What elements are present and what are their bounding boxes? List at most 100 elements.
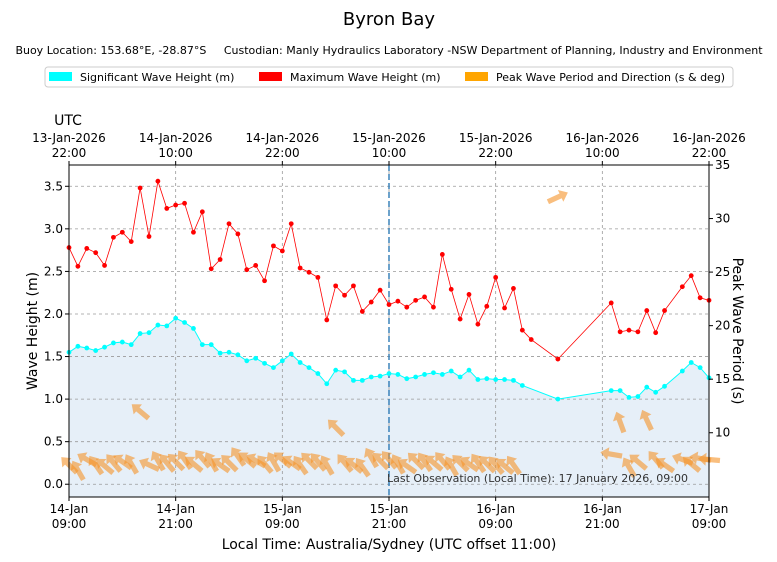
period-arrow bbox=[488, 456, 505, 475]
period-arrow bbox=[266, 452, 282, 473]
hmax-point bbox=[119, 229, 125, 235]
period-arrow-shape bbox=[506, 455, 522, 476]
hmax-point bbox=[164, 206, 170, 211]
period-arrow bbox=[397, 458, 418, 475]
period-arrow bbox=[600, 447, 623, 461]
legend-swatch-hs bbox=[49, 72, 72, 81]
period-arrow bbox=[372, 452, 390, 471]
y-tick-label: 1.0 bbox=[44, 392, 63, 406]
period-arrow bbox=[139, 457, 161, 472]
hs-point bbox=[262, 360, 267, 366]
x-top-tick-label-time: 10:00 bbox=[372, 146, 407, 160]
period-arrow bbox=[113, 454, 133, 471]
period-arrow-shape bbox=[655, 457, 676, 474]
hs-point bbox=[351, 377, 356, 383]
legend-label-hs: Significant Wave Height (m) bbox=[80, 71, 234, 84]
hmax-point bbox=[244, 267, 250, 273]
x-top-tick-label-date: 16-Jan-2026 bbox=[566, 131, 640, 145]
period-arrow bbox=[319, 455, 335, 476]
hs-point bbox=[119, 339, 125, 345]
period-arrow-shape bbox=[131, 404, 151, 421]
hs-point bbox=[439, 372, 445, 377]
hmax-point bbox=[395, 298, 401, 304]
chart-subtitle: Buoy Location: 153.68°E, -28.87°S Custod… bbox=[15, 44, 763, 57]
period-arrow bbox=[230, 447, 247, 467]
x-top-tick-label-date: 13-Jan-2026 bbox=[32, 131, 106, 145]
hmax-point bbox=[466, 291, 472, 297]
x-tick-label-time: 09:00 bbox=[692, 517, 727, 531]
period-arrow bbox=[159, 454, 176, 473]
hs-point bbox=[386, 371, 392, 376]
period-arrow-shape bbox=[407, 452, 426, 471]
hs-point bbox=[137, 331, 143, 336]
period-arrow bbox=[390, 454, 406, 475]
period-arrow bbox=[452, 454, 470, 473]
period-arrow-shape bbox=[452, 454, 470, 473]
period-arrow-shape bbox=[139, 457, 161, 472]
period-arrow-shape bbox=[61, 457, 79, 475]
hs-point bbox=[102, 344, 107, 350]
period-arrow-shape bbox=[488, 456, 505, 475]
hmax-point bbox=[84, 246, 90, 251]
hmax-point bbox=[271, 243, 276, 249]
hs-point bbox=[306, 365, 312, 371]
period-arrow bbox=[327, 419, 346, 438]
legend: Significant Wave Height (m) Maximum Wave… bbox=[44, 66, 734, 88]
y-axis-label-right: Peak Wave Period (s) bbox=[729, 258, 745, 405]
hmax-point bbox=[617, 329, 623, 335]
y-right-tick-label: 15 bbox=[715, 372, 730, 386]
period-arrow-shape bbox=[372, 452, 390, 471]
period-arrow-shape bbox=[185, 456, 204, 473]
hs-point bbox=[75, 343, 81, 349]
hs-point bbox=[208, 342, 214, 348]
hmax-point bbox=[75, 263, 81, 269]
hmax-point bbox=[306, 269, 312, 275]
period-arrow-shape bbox=[96, 458, 115, 476]
period-arrow bbox=[639, 409, 654, 431]
hmax-point bbox=[644, 308, 650, 313]
period-arrow-shape bbox=[327, 419, 346, 438]
x-tick-label-date: 16-Jan bbox=[476, 502, 515, 516]
hs-point bbox=[644, 384, 650, 390]
period-arrow-shape bbox=[629, 454, 648, 471]
period-arrow bbox=[221, 454, 239, 473]
x-top-tick-label-date: 16-Jan-2026 bbox=[672, 131, 746, 145]
x-top-tick-label-time: 10:00 bbox=[158, 146, 193, 160]
hs-point bbox=[333, 367, 339, 373]
hs-point bbox=[253, 355, 259, 361]
y-right-tick-label: 25 bbox=[715, 265, 730, 279]
hmax-point bbox=[635, 329, 641, 335]
hmax-point bbox=[182, 200, 187, 206]
period-arrow-shape bbox=[246, 453, 267, 469]
hs-point bbox=[519, 383, 525, 388]
hs-point bbox=[662, 383, 667, 389]
period-arrow-shape bbox=[425, 455, 444, 472]
hmax-point bbox=[279, 248, 285, 254]
hs-point bbox=[635, 394, 641, 399]
period-arrow-shape bbox=[204, 452, 219, 473]
period-arrow bbox=[88, 455, 105, 476]
x-top-tick-label-date: 15-Jan-2026 bbox=[459, 131, 533, 145]
hs-point bbox=[511, 377, 516, 383]
x-top-tick-label-time: 10:00 bbox=[585, 146, 620, 160]
hmax-point bbox=[626, 327, 632, 333]
y-right-tick-label: 10 bbox=[715, 426, 730, 440]
hmax-point bbox=[93, 250, 99, 256]
period-arrow bbox=[106, 454, 123, 473]
period-arrow-shape bbox=[364, 447, 379, 469]
hs-point bbox=[288, 351, 294, 357]
period-arrow-shape bbox=[639, 409, 654, 431]
period-arrow-shape bbox=[106, 454, 123, 473]
x-tick-label-time: 21:00 bbox=[158, 517, 193, 531]
hs-point bbox=[359, 377, 365, 383]
x-axis-label: Local Time: Australia/Sydney (UTC offset… bbox=[222, 537, 557, 553]
period-arrow-shape bbox=[257, 455, 274, 474]
period-arrow bbox=[150, 451, 166, 472]
hmax-point bbox=[173, 202, 179, 208]
period-arrow bbox=[246, 453, 267, 469]
hs-point bbox=[679, 368, 685, 374]
hmax-point bbox=[111, 234, 116, 240]
period-arrow bbox=[131, 404, 151, 421]
hmax-point bbox=[155, 178, 161, 184]
period-arrow-shape bbox=[390, 454, 406, 475]
